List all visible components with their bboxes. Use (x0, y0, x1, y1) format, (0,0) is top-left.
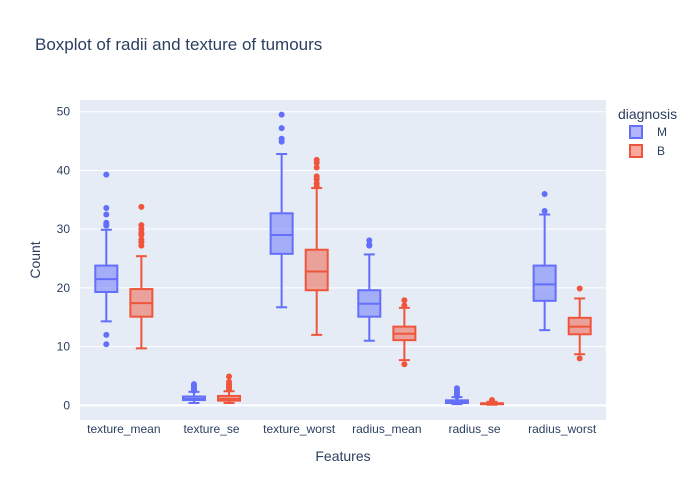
y-axis-ticks: 0 10 20 30 40 50 (57, 105, 71, 413)
y-tick-label: 40 (57, 163, 71, 177)
legend-title: diagnosis (618, 106, 677, 122)
legend-label: M (657, 125, 667, 139)
outlier-point (313, 176, 320, 183)
legend-swatch (629, 144, 643, 158)
outlier-point (226, 373, 233, 380)
outlier-point (366, 242, 373, 249)
legend-swatch (629, 125, 643, 139)
x-tick-label: texture_mean (87, 422, 160, 436)
outlier-point (138, 203, 145, 210)
outlier-point (103, 341, 110, 348)
outlier-point (313, 159, 320, 166)
outlier-point (489, 397, 496, 404)
outlier-point (313, 164, 320, 171)
outlier-point (103, 205, 110, 212)
outlier-point (103, 222, 110, 229)
x-axis-ticks: texture_mean texture_se texture_worst radiu… (87, 422, 597, 436)
outlier-point (103, 211, 110, 218)
x-tick-label: texture_worst (263, 422, 336, 436)
outlier-point (453, 385, 460, 392)
box-B-texture_mean (129, 203, 154, 350)
box-M-texture_mean (94, 171, 119, 348)
outlier-point (138, 232, 145, 239)
outlier-point (278, 125, 285, 132)
outlier-point (401, 361, 408, 368)
box-B-radius_worst (567, 285, 592, 362)
iqr-box (304, 248, 329, 292)
plot-area (80, 100, 606, 420)
outlier-point (138, 222, 145, 229)
outlier-point (576, 355, 583, 362)
outlier-point (313, 183, 320, 190)
box-traces (94, 111, 592, 406)
y-tick-label: 30 (57, 222, 71, 236)
x-axis-title: Features (315, 448, 370, 464)
y-tick-label: 10 (57, 340, 71, 354)
outlier-point (401, 297, 408, 304)
legend-label: B (657, 144, 665, 158)
outlier-point (366, 237, 373, 244)
y-axis-title: Count (27, 241, 43, 278)
x-tick-label: radius_worst (528, 422, 597, 436)
y-tick-label: 0 (63, 398, 70, 412)
legend: diagnosis MB (618, 106, 677, 158)
box-B-texture_worst (304, 156, 329, 336)
outlier-point (226, 378, 233, 385)
outlier-point (576, 285, 583, 292)
outlier-point (190, 381, 197, 388)
legend-item-B: B (629, 144, 665, 158)
chart-title: Boxplot of radii and texture of tumours (35, 35, 322, 54)
box-M-texture_se (181, 381, 206, 404)
gridlines (80, 111, 606, 407)
box-B-texture_se (217, 373, 242, 404)
box-B-radius_se (480, 397, 505, 406)
box-M-texture_worst (269, 111, 294, 309)
outlier-point (278, 111, 285, 118)
x-tick-label: radius_mean (352, 422, 421, 436)
box-M-radius_se (444, 385, 469, 406)
box-B-radius_mean (392, 297, 417, 368)
outlier-point (103, 331, 110, 338)
x-tick-label: texture_se (183, 422, 239, 436)
y-tick-label: 50 (57, 105, 71, 119)
iqr-box (532, 264, 557, 302)
iqr-box (269, 212, 294, 255)
outlier-point (541, 207, 548, 214)
box-M-radius_mean (357, 237, 382, 342)
x-tick-label: radius_se (448, 422, 500, 436)
outlier-point (401, 302, 408, 309)
box-M-radius_worst (532, 190, 557, 332)
outlier-point (138, 242, 145, 249)
legend-item-M: M (629, 125, 667, 139)
outlier-point (541, 190, 548, 197)
outlier-point (278, 138, 285, 145)
outlier-point (103, 171, 110, 178)
y-tick-label: 20 (57, 281, 71, 295)
